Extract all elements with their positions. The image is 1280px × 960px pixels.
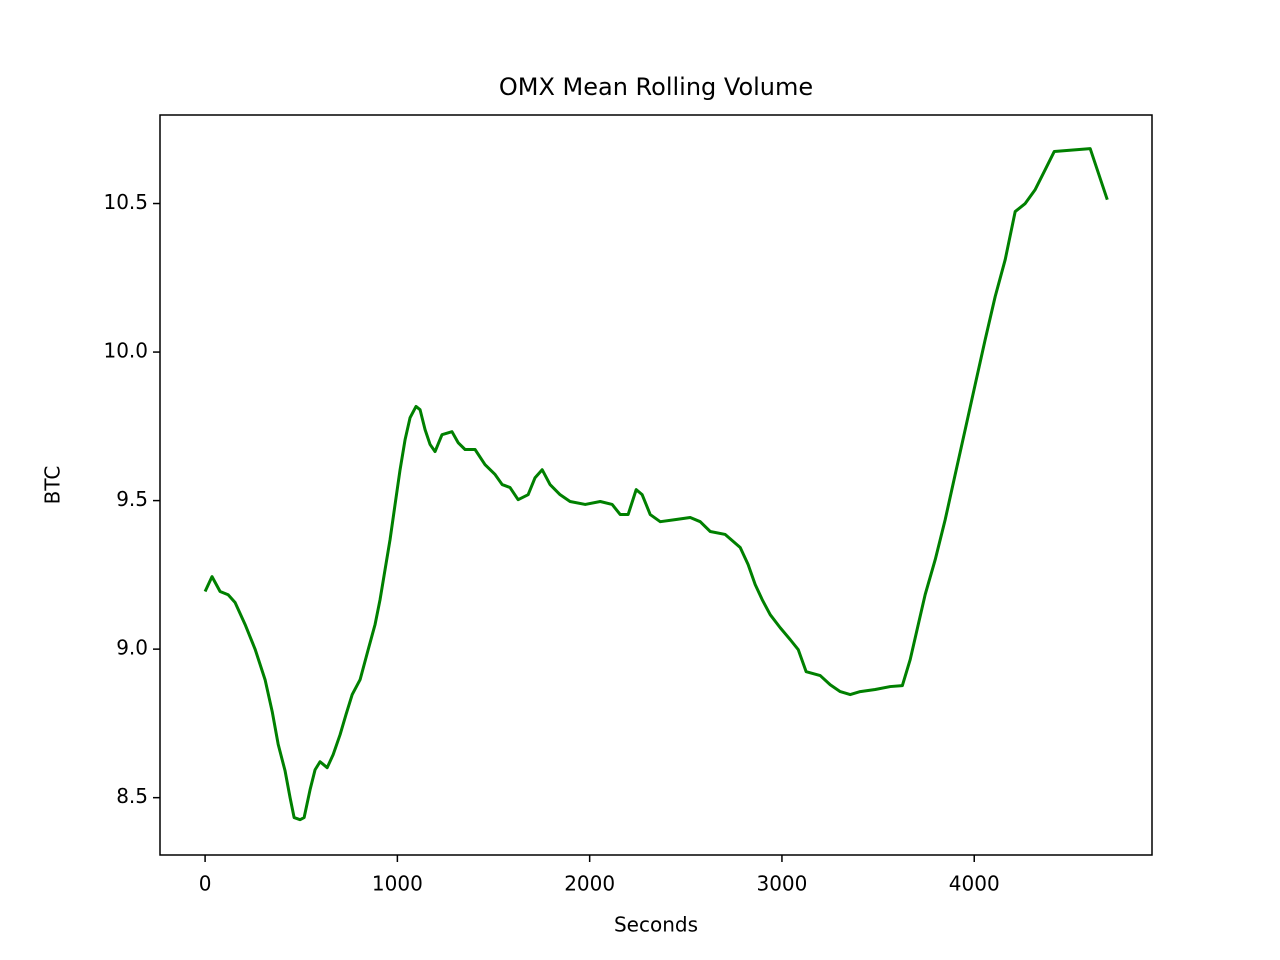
x-axis-label: Seconds (614, 913, 698, 937)
y-tick-label: 9.0 (116, 636, 148, 660)
y-tick-label: 9.5 (116, 487, 148, 511)
x-tick-label: 0 (199, 872, 212, 896)
x-tick-label: 2000 (564, 872, 615, 896)
x-tick-label: 1000 (372, 872, 423, 896)
data-line (203, 147, 1109, 822)
y-tick-label: 10.0 (103, 339, 148, 363)
x-tick-label: 3000 (756, 872, 807, 896)
y-axis-label: BTC (41, 466, 65, 505)
x-tick-label: 4000 (949, 872, 1000, 896)
y-tick-label: 8.5 (116, 784, 148, 808)
chart-title: OMX Mean Rolling Volume (499, 73, 813, 101)
plot-frame (159, 114, 1153, 856)
y-tick-label: 10.5 (103, 190, 148, 214)
